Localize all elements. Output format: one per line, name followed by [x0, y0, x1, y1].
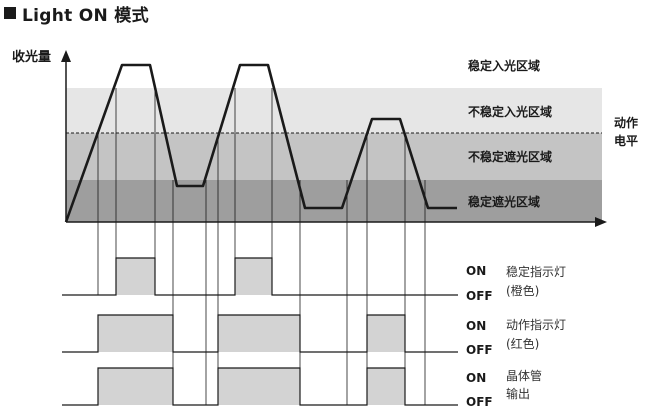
zone-label-stable-dark: 稳定遮光区域 [468, 195, 541, 209]
page-title: Light ON 模式 [4, 2, 149, 26]
stable-indicator-pulse [235, 258, 272, 295]
y-axis-label: 收光量 [12, 50, 52, 65]
stable-indicator-note: (橙色) [506, 284, 540, 298]
transistor-output-off-label: OFF [466, 395, 493, 409]
zone-label-stable-light: 稳定入光区域 [468, 59, 541, 73]
operation-indicator-name: 动作指示灯 [506, 318, 567, 332]
stable-indicator-off-label: OFF [466, 289, 493, 303]
operation-level-label-line1: 动作 [614, 116, 639, 130]
x-axis-arrow [595, 217, 607, 227]
zone-label-unstable-dark: 不稳定遮光区域 [468, 150, 553, 164]
operation-indicator-on-label: ON [466, 319, 487, 333]
operation-indicator-signal [62, 314, 458, 353]
light-waveform [64, 63, 457, 223]
operation-indicator-pulse [218, 315, 300, 352]
operation-indicator-pulse [367, 315, 405, 352]
operation-indicator-note: (红色) [506, 337, 540, 351]
operation-indicator-pulse [98, 315, 173, 352]
stable-indicator-on-label: ON [466, 264, 487, 278]
operation-level-label-line2: 电平 [614, 134, 639, 148]
operation-indicator-off-label: OFF [466, 343, 493, 357]
y-axis-arrow [61, 50, 71, 62]
transistor-output-pulse [98, 368, 173, 405]
transistor-output-note: 输出 [506, 387, 531, 401]
stable-indicator-name: 稳定指示灯 [506, 265, 567, 279]
stable-indicator-pulse [116, 258, 155, 295]
stable-indicator-signal [62, 257, 458, 296]
title-square-icon [4, 7, 16, 19]
transistor-output-pulse [218, 368, 300, 405]
transistor-output-signal [62, 367, 458, 406]
transistor-output-on-label: ON [466, 371, 487, 385]
title-text: Light ON 模式 [22, 5, 149, 26]
zone-label-unstable-light: 不稳定入光区域 [468, 105, 553, 119]
transistor-output-pulse [367, 368, 405, 405]
transistor-output-name: 晶体管 [506, 369, 543, 383]
